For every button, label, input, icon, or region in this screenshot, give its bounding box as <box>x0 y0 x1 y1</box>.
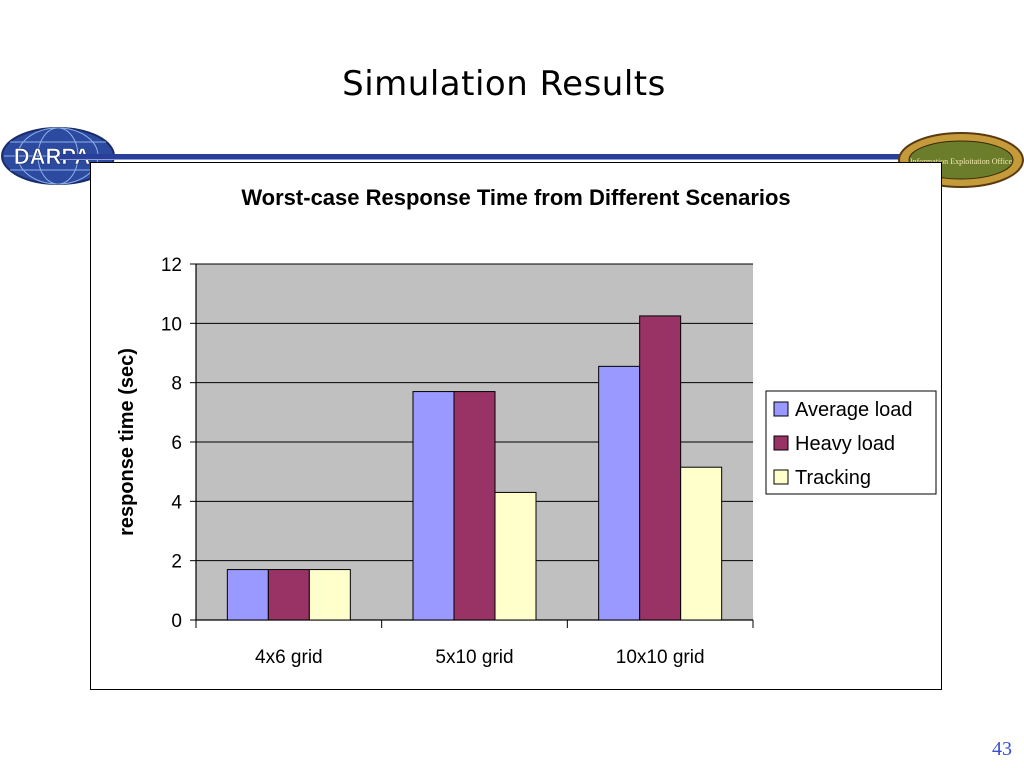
bar-average-load-4x6-grid <box>226 569 269 621</box>
bar-heavy-load-10x10-grid <box>639 315 682 621</box>
bar-tracking-10x10-grid <box>680 466 723 621</box>
bar-average-load-10x10-grid <box>598 365 641 621</box>
legend-swatch <box>773 435 789 451</box>
bar-heavy-load-5x10-grid <box>453 391 496 621</box>
page-number: 43 <box>992 738 1012 760</box>
bar-chart: Worst-case Response Time from Different … <box>116 185 937 668</box>
y-tick-label: 4 <box>171 492 182 513</box>
y-axis-label: response time (sec) <box>116 348 138 536</box>
bar-heavy-load-4x6-grid <box>267 569 310 621</box>
y-tick-label: 12 <box>161 255 182 276</box>
y-tick-label: 10 <box>161 314 182 335</box>
chart-title: Worst-case Response Time from Different … <box>241 185 790 210</box>
y-tick-label: 2 <box>171 552 182 573</box>
ieo-logo-text: Information Exploitation Office <box>910 157 1012 166</box>
y-tick-label: 8 <box>171 374 182 395</box>
header-rule <box>60 154 960 160</box>
legend-label: Tracking <box>795 467 871 489</box>
legend-label: Heavy load <box>795 433 895 455</box>
bar-average-load-5x10-grid <box>412 391 455 621</box>
y-tick-label: 6 <box>171 433 182 454</box>
y-tick-label: 0 <box>171 611 182 632</box>
x-tick-label: 10x10 grid <box>616 647 705 668</box>
x-tick-label: 4x6 grid <box>255 647 323 668</box>
legend-label: Average load <box>795 399 913 421</box>
legend-swatch <box>773 469 789 485</box>
x-tick-label: 5x10 grid <box>435 647 513 668</box>
chart-frame: Worst-case Response Time from Different … <box>90 162 942 690</box>
legend-swatch <box>773 401 789 417</box>
bar-tracking-5x10-grid <box>494 491 537 621</box>
bar-tracking-4x6-grid <box>308 569 351 621</box>
legend-box <box>765 390 937 495</box>
slide-title: Simulation Results <box>342 64 666 104</box>
